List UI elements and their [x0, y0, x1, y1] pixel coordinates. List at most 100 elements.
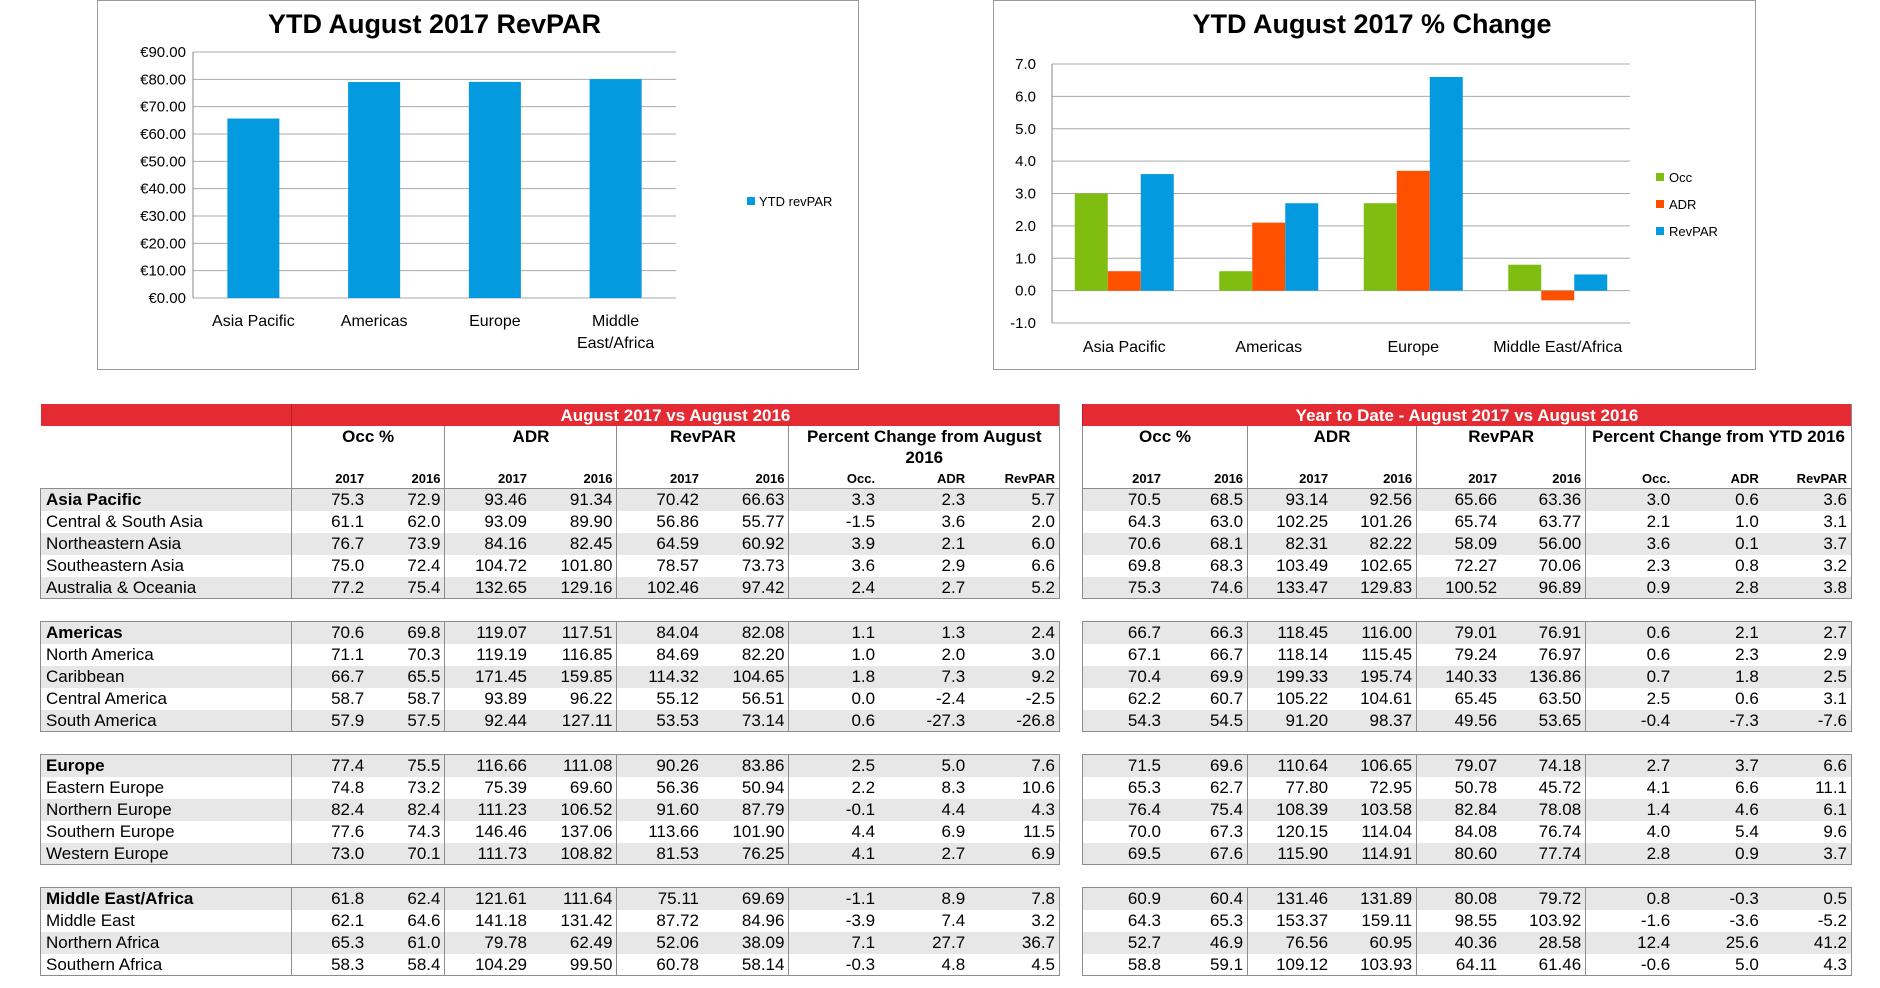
legend-label: YTD revPAR [759, 194, 832, 209]
table-cell: 1.0 [788, 643, 880, 666]
table-row: 64.3 63.0 102.25 101.26 65.74 63.77 2.1 1.0 3.1 [1082, 510, 1852, 533]
table-cell: 102.65 [1360, 556, 1413, 575]
x-tick-label: Americas [1235, 339, 1302, 356]
table-cell: 84.16 [444, 532, 531, 555]
table-cell: -2.5 [969, 687, 1061, 710]
table-cell: 90.26 [616, 754, 703, 777]
table-cell: 61.46 [1501, 953, 1586, 976]
column-subheader: 2016 [583, 471, 613, 486]
table-cell: 80.08 [1416, 887, 1502, 910]
table-cell: 64.59 [616, 532, 703, 555]
table-cell: 159.11 [1361, 911, 1413, 930]
table-cell: 114.04 [1361, 822, 1413, 841]
table-cell: 50.94 [741, 778, 785, 797]
bar-revpar-europe [1429, 76, 1463, 291]
table-cell: 2.3 [1585, 554, 1675, 577]
table-cell: 113.66 [616, 820, 703, 843]
table-cell: 58.8 [1082, 953, 1166, 976]
table-cell: 73.9 [368, 532, 445, 555]
table-row: Northeastern Asia 76.7 73.9 84.16 82.45 64.59… [40, 532, 1061, 555]
table-cell: 2.8 [1585, 842, 1675, 865]
table-cell: 53.65 [1501, 709, 1586, 732]
table-row: 67.1 66.7 118.14 115.45 79.24 76.97 0.6 2.3 2.9 [1082, 643, 1852, 666]
table-row: Central America 58.7 58.7 93.89 96.22 55.12 56… [40, 687, 1061, 710]
table-cell: 111.73 [444, 842, 531, 865]
table-cell: 80.60 [1416, 842, 1502, 865]
table-cell: 68.5 [1165, 488, 1248, 511]
table-cell: 38.09 [702, 931, 789, 954]
table-cell: 2.5 [788, 754, 880, 777]
table-cell: 1.3 [879, 621, 970, 644]
table-cell: 0.1 [1674, 532, 1763, 555]
table-cell: 63.77 [1538, 512, 1582, 531]
region-name: Europe [40, 754, 292, 777]
table-cell: 2.0 [941, 645, 966, 664]
bar-revpar-americas [1285, 203, 1319, 291]
table-cell: 195.74 [1332, 665, 1417, 688]
table-cell: 72.95 [1369, 778, 1413, 797]
column-group-header: Percent Change from YTD 2016 [1585, 426, 1852, 470]
table-cell: 52.06 [616, 931, 703, 954]
table-cell: 91.34 [530, 488, 617, 511]
table-cell: 28.58 [1501, 931, 1586, 954]
table-cell: 8.3 [941, 778, 966, 797]
table-cell: 6.6 [969, 554, 1061, 577]
table-cell: 93.46 [444, 488, 531, 511]
bar-revpar-asia-pacific [1140, 174, 1174, 291]
table-row: Australia & Oceania 77.2 75.4 132.65 129.16 1… [40, 576, 1061, 599]
table-cell: 115.90 [1247, 842, 1333, 865]
table-cell: 75.4 [1165, 798, 1248, 821]
table-cell: 77.80 [1247, 776, 1333, 799]
column-subheader: 2016 [411, 471, 441, 486]
table-cell: 1.4 [1585, 798, 1675, 821]
table-cell: 82.84 [1416, 798, 1502, 821]
column-group-header: Occ % [1081, 426, 1248, 470]
y-tick-label: €40.00 [140, 181, 186, 198]
y-tick-label: €20.00 [140, 235, 186, 252]
table-cell: 69.60 [569, 778, 613, 797]
table-cell: 41.2 [1762, 931, 1852, 954]
table-cell: 132.65 [444, 576, 531, 599]
y-tick-label: 7.0 [1015, 56, 1036, 73]
table-cell: 76.25 [702, 842, 789, 865]
bar-adr-middle-east-africa [1541, 290, 1575, 301]
table-row: 75.3 74.6 133.47 129.83 100.52 96.89 0.9 2.8 3.8 [1082, 576, 1852, 599]
table-cell: 79.24 [1416, 643, 1502, 666]
table-cell: 0.7 [1585, 665, 1675, 688]
table-cell: -1.1 [788, 887, 880, 910]
table-row: Middle East/Africa 61.8 62.4 121.61 111.64 75… [40, 887, 1061, 910]
table-cell: 74.6 [1165, 576, 1248, 599]
blank-cell [40, 404, 292, 426]
table-cell: 66.3 [1165, 621, 1248, 644]
table-cell: 81.53 [616, 842, 703, 865]
table-row: 52.7 46.9 76.56 60.95 40.36 28.58 12.4 25.6 41.2 [1082, 931, 1852, 954]
table-cell: 61.8 [290, 887, 369, 910]
table-cell: 103.58 [1332, 798, 1417, 821]
table-cell: 67.1 [1082, 643, 1166, 666]
table-cell: 82.22 [1332, 532, 1417, 555]
table-cell: 121.61 [444, 887, 531, 910]
table-cell: -0.1 [788, 798, 880, 821]
table-cell: -7.3 [1674, 709, 1763, 732]
table-cell: 68.1 [1165, 532, 1248, 555]
table-row: Middle East 62.1 64.6 141.18 131.42 87.72 84.9… [40, 909, 1061, 932]
x-tick-label: Asia Pacific [212, 313, 295, 330]
table-row: 70.5 68.5 93.14 92.56 65.66 63.36 3.0 0.6 3.6 [1082, 488, 1852, 511]
table-cell: 58.4 [368, 953, 445, 976]
table-cell: 60.7 [1209, 689, 1244, 708]
column-group-header: RevPAR [1416, 426, 1586, 470]
table-cell: 3.6 [1585, 532, 1675, 555]
table-row: Southern Europe 77.6 74.3 146.46 137.06 113.6… [40, 820, 1061, 843]
table-cell: 119.07 [444, 621, 531, 644]
table-cell: 0.6 [788, 709, 880, 732]
table-cell: 69.6 [1165, 754, 1248, 777]
table-cell: 4.5 [969, 953, 1061, 976]
table-cell: 93.14 [1247, 488, 1333, 511]
table-cell: 108.39 [1247, 798, 1333, 821]
table-cell: 63.0 [1209, 512, 1244, 531]
table-row: 71.5 69.6 110.64 106.65 79.07 74.18 2.7 3.7 6.6 [1082, 754, 1852, 777]
y-tick-label: €50.00 [140, 153, 186, 170]
table-cell: 84.69 [616, 643, 703, 666]
y-tick-label: 4.0 [1015, 153, 1036, 170]
y-tick-label: €0.00 [148, 290, 186, 307]
